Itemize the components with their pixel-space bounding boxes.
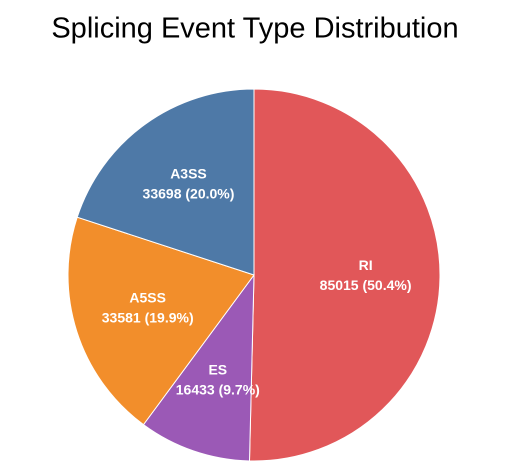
- slice-value-label: 33698 (20.0%): [143, 185, 235, 201]
- slice-value-label: 33581 (19.9%): [102, 310, 194, 326]
- slice-label: ES: [208, 361, 227, 377]
- pie-slice: [76, 88, 255, 276]
- slice-label: A3SS: [170, 165, 207, 181]
- slice-value-label: 85015 (50.4%): [320, 277, 412, 293]
- slice-label: RI: [359, 257, 373, 273]
- chart-title: Splicing Event Type Distribution: [51, 13, 458, 45]
- slice-value-label: 16433 (9.7%): [176, 381, 260, 397]
- pie-slice: [142, 273, 255, 462]
- pie-slice: [248, 88, 441, 462]
- slice-label: A5SS: [129, 290, 166, 306]
- pie-slice: [67, 216, 255, 426]
